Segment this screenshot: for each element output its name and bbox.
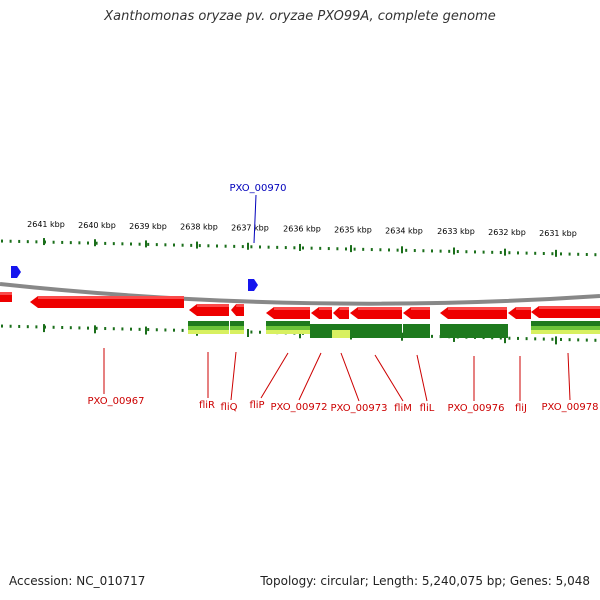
accession-label: Accession: NC_010717	[9, 574, 146, 588]
scale-tick-label: 2641 kbp	[27, 220, 65, 229]
scale-tick-label: 2636 kbp	[283, 225, 321, 234]
gene-label-leader	[230, 351, 237, 401]
feature-block	[332, 324, 350, 330]
scale-tick-label: 2632 kbp	[488, 228, 526, 237]
feature-track	[188, 321, 600, 338]
scale-ticks	[43, 238, 557, 345]
gene-label-leader	[567, 352, 571, 401]
gene-label[interactable]: fliJ	[515, 403, 527, 414]
feature-block	[266, 321, 310, 334]
gene-arrow[interactable]	[333, 307, 349, 319]
gene-arrow[interactable]	[0, 292, 12, 302]
blue-arrow-marker-icon[interactable]	[248, 279, 258, 291]
scale-tick-label: 2633 kbp	[437, 227, 475, 236]
scale-tick-label: 2631 kbp	[539, 229, 577, 238]
gene-arrow[interactable]	[440, 307, 507, 319]
gene-label[interactable]: PXO_00976	[448, 403, 505, 414]
feature-block	[350, 324, 402, 338]
genome-title: Xanthomonas oryzae pv. oryzae PXO99A, co…	[104, 9, 496, 24]
minor-ticks-top	[1, 239, 597, 257]
gene-arrow[interactable]	[403, 307, 430, 319]
feature-block	[440, 324, 508, 338]
gene-arrow[interactable]	[266, 307, 310, 319]
feature-block	[403, 324, 430, 338]
blue-arrow-marker-icon[interactable]	[11, 266, 21, 278]
scale-tick-label: 2634 kbp	[385, 226, 423, 235]
scale-tick-label: 2640 kbp	[78, 221, 116, 230]
gene-arrow[interactable]	[508, 307, 531, 319]
feature-block	[230, 321, 244, 334]
gene-label-leader	[374, 354, 404, 402]
gene-label[interactable]: fliL	[420, 403, 435, 414]
feature-block	[332, 330, 350, 338]
highlight-leader	[253, 194, 257, 244]
gene-arrow[interactable]	[531, 306, 600, 318]
gene-label-leader	[340, 352, 360, 402]
gene-label-leader	[416, 354, 428, 402]
gene-arrow[interactable]	[231, 304, 244, 316]
feature-block	[531, 321, 600, 334]
gene-label[interactable]: PXO_00973	[331, 403, 388, 414]
scale-tick-labels: 2641 kbp 2640 kbp 2639 kbp 2638 kbp 2637 kbp…	[27, 220, 577, 238]
gene-label-leader	[260, 352, 289, 399]
highlight-label[interactable]: PXO_00970	[230, 183, 287, 194]
feature-block	[310, 324, 332, 338]
gene-arrow[interactable]	[350, 307, 402, 319]
gene-label[interactable]: PXO_00978	[542, 402, 599, 413]
gene-label[interactable]: PXO_00967	[88, 396, 145, 407]
highlight-annotation: PXO_00970	[230, 183, 287, 244]
scale-tick-label: 2635 kbp	[334, 225, 372, 234]
gene-arrow[interactable]	[30, 296, 184, 308]
gene-label-leader	[298, 352, 322, 401]
gene-arrow[interactable]	[311, 307, 332, 319]
gene-arrow[interactable]	[189, 304, 229, 316]
gene-track	[0, 292, 600, 319]
gene-label-leaders	[103, 348, 571, 402]
gene-label[interactable]: fliQ	[221, 402, 238, 413]
scale-tick-label: 2637 kbp	[231, 224, 269, 233]
gene-label[interactable]: fliP	[249, 400, 264, 411]
gene-label[interactable]: fliM	[394, 403, 412, 414]
gene-label[interactable]: PXO_00972	[271, 402, 328, 413]
feature-block	[188, 321, 229, 334]
scale-tick-label: 2638 kbp	[180, 223, 218, 232]
gene-labels: PXO_00967 fliR fliQ fliP PXO_00972 PXO_00973 f…	[88, 396, 599, 414]
genome-backbone	[0, 282, 600, 306]
genome-summary: Topology: circular; Length: 5,240,075 bp…	[260, 574, 590, 588]
marker-track	[11, 266, 258, 291]
scale-tick-label: 2639 kbp	[129, 222, 167, 231]
gene-label[interactable]: fliR	[199, 400, 215, 411]
